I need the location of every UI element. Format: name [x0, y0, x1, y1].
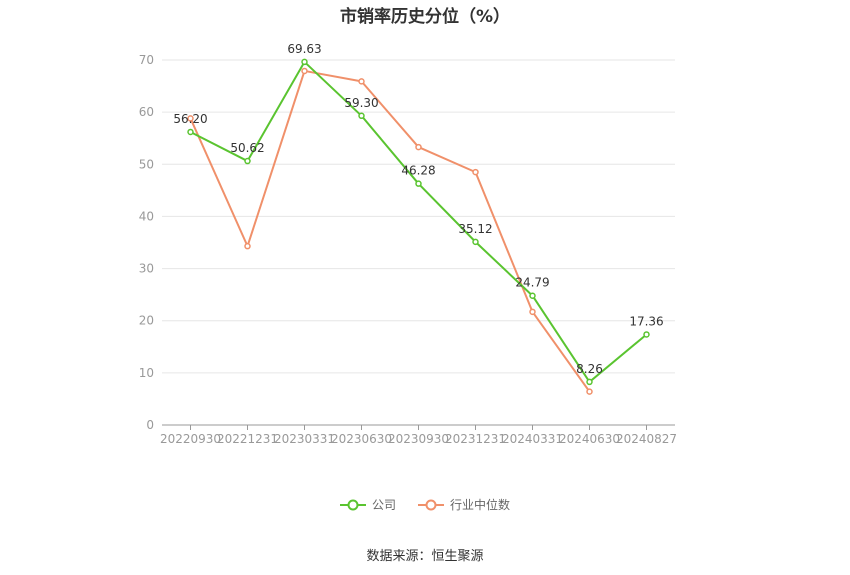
series-point-1[interactable] — [586, 388, 593, 395]
data-label: 56.20 — [173, 112, 207, 126]
data-label: 69.63 — [287, 42, 321, 56]
grid-lines — [162, 59, 675, 374]
legend-label-industry-median: 行业中位数 — [450, 498, 511, 512]
series-point-1[interactable] — [529, 308, 536, 316]
legend-label-company: 公司 — [371, 498, 396, 512]
data-source: 数据来源：恒生聚源 — [366, 549, 484, 564]
series-point-1[interactable] — [472, 168, 479, 176]
y-tick-label: 50 — [139, 157, 154, 171]
x-tick-label: 20230331 — [274, 432, 335, 446]
data-label: 50.62 — [230, 141, 264, 155]
x-tick-label: 20240331 — [502, 432, 563, 446]
x-tick-label: 20220930 — [160, 432, 221, 446]
series-point-1[interactable] — [187, 115, 194, 122]
series-point-0[interactable] — [643, 331, 650, 338]
x-tick-label: 20230930 — [388, 432, 449, 446]
y-tick-label: 30 — [139, 262, 154, 276]
series-point-0[interactable] — [244, 157, 251, 165]
y-tick-label: 40 — [139, 209, 154, 223]
data-labels: 56.20 50.62 69.63 59.30 46.28 35.12 24.79 8.26 1… — [173, 42, 663, 376]
series-point-1[interactable] — [244, 242, 251, 250]
legend-industry-marker-icon — [418, 499, 444, 510]
axes: 0102030405060702022093020221231202303312… — [139, 53, 677, 446]
legend-item-company[interactable]: 公司 — [339, 496, 396, 513]
y-tick-label: 70 — [139, 53, 154, 67]
x-tick-label: 20230630 — [331, 432, 392, 446]
series-point-1[interactable] — [415, 143, 422, 151]
series-line-1 — [189, 69, 591, 393]
x-tick-label: 20240827 — [616, 432, 677, 446]
series-line-0 — [190, 60, 648, 383]
series-point-0[interactable] — [301, 58, 308, 66]
data-label: 59.30 — [344, 96, 378, 110]
series-point-0[interactable] — [472, 238, 479, 246]
data-label: 17.36 — [629, 314, 663, 328]
data-label: 35.12 — [458, 222, 492, 236]
y-tick-label: 10 — [139, 366, 154, 380]
series-point-1[interactable] — [358, 78, 365, 85]
series-lines — [187, 58, 650, 395]
x-tick-label: 20240630 — [559, 432, 620, 446]
series-point-0[interactable] — [529, 292, 536, 299]
legend-item-industry-median[interactable]: 行业中位数 — [418, 496, 510, 513]
series-point-0[interactable] — [586, 378, 593, 386]
series-point-0[interactable] — [187, 128, 194, 136]
y-tick-label: 0 — [146, 418, 154, 432]
data-label: 24.79 — [515, 276, 549, 290]
series-point-1[interactable] — [301, 67, 308, 75]
y-tick-label: 60 — [139, 105, 154, 119]
series-point-0[interactable] — [358, 112, 365, 120]
chart-title: 市销率历史分位（%） — [339, 7, 511, 27]
series-point-0[interactable] — [415, 180, 422, 187]
x-tick-label: 20231231 — [445, 432, 506, 446]
legend-company-marker-icon — [339, 499, 366, 510]
data-label: 46.28 — [401, 164, 435, 178]
legend: 公司 行业中位数 — [0, 496, 850, 513]
data-label: 8.26 — [576, 362, 603, 376]
y-tick-label: 20 — [139, 314, 154, 328]
x-tick-label: 20221231 — [217, 432, 278, 446]
